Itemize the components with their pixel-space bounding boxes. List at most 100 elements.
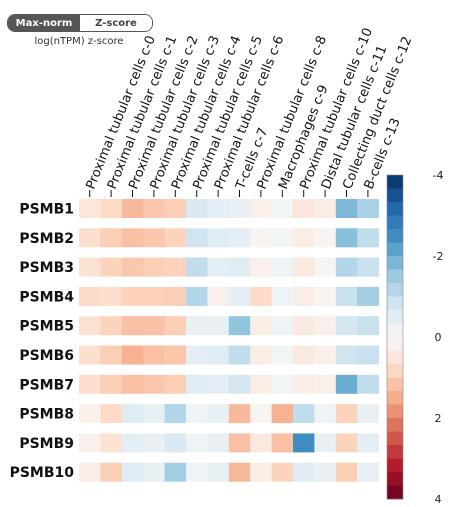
heatmap-cell[interactable] — [357, 286, 379, 306]
heatmap-cell[interactable] — [79, 374, 101, 394]
heatmap-cell[interactable] — [164, 345, 187, 365]
heatmap-cell[interactable] — [271, 433, 294, 453]
heatmap-cell[interactable] — [207, 286, 230, 306]
heatmap-cell[interactable] — [357, 404, 379, 424]
heatmap-cell[interactable] — [186, 433, 208, 453]
heatmap-cell[interactable] — [207, 462, 230, 482]
heatmap-cell[interactable] — [164, 257, 187, 277]
heatmap-cell[interactable] — [100, 345, 123, 365]
heatmap-cell[interactable] — [357, 228, 379, 248]
heatmap-cell[interactable] — [293, 228, 315, 248]
heatmap-cell[interactable] — [271, 345, 294, 365]
heatmap-cell[interactable] — [314, 374, 337, 394]
heatmap-cell[interactable] — [121, 345, 144, 365]
heatmap-cell[interactable] — [228, 257, 251, 277]
heatmap-cell[interactable] — [79, 404, 101, 424]
heatmap-cell[interactable] — [250, 433, 272, 453]
heatmap-cell[interactable] — [357, 257, 379, 277]
heatmap-cell[interactable] — [121, 286, 144, 306]
heatmap-cell[interactable] — [207, 404, 230, 424]
heatmap-cell[interactable] — [293, 286, 315, 306]
heatmap-cell[interactable] — [335, 199, 358, 218]
heatmap-cell[interactable] — [79, 462, 101, 482]
heatmap-cell[interactable] — [164, 433, 187, 453]
heatmap-cell[interactable] — [207, 433, 230, 453]
heatmap-cell[interactable] — [143, 433, 165, 453]
heatmap-cell[interactable] — [271, 257, 294, 277]
heatmap-cell[interactable] — [186, 374, 208, 394]
heatmap-cell[interactable] — [143, 462, 165, 482]
heatmap-cell[interactable] — [100, 199, 123, 218]
heatmap-cell[interactable] — [250, 316, 272, 336]
heatmap-cell[interactable] — [357, 433, 379, 453]
heatmap-cell[interactable] — [79, 257, 101, 277]
heatmap-cell[interactable] — [271, 404, 294, 424]
heatmap-cell[interactable] — [293, 404, 315, 424]
heatmap-cell[interactable] — [207, 228, 230, 248]
heatmap-cell[interactable] — [335, 345, 358, 365]
heatmap-cell[interactable] — [335, 257, 358, 277]
heatmap-cell[interactable] — [143, 257, 165, 277]
heatmap-cell[interactable] — [186, 345, 208, 365]
heatmap-cell[interactable] — [143, 404, 165, 424]
heatmap-cell[interactable] — [228, 433, 251, 453]
heatmap-cell[interactable] — [100, 433, 123, 453]
heatmap-cell[interactable] — [100, 228, 123, 248]
heatmap-cell[interactable] — [335, 404, 358, 424]
heatmap-cell[interactable] — [79, 199, 101, 218]
heatmap-cell[interactable] — [207, 199, 230, 218]
heatmap-cell[interactable] — [293, 433, 315, 453]
heatmap-cell[interactable] — [250, 462, 272, 482]
heatmap-cell[interactable] — [100, 286, 123, 306]
heatmap-cell[interactable] — [293, 257, 315, 277]
heatmap-cell[interactable] — [186, 462, 208, 482]
heatmap-cell[interactable] — [293, 345, 315, 365]
heatmap-cell[interactable] — [186, 404, 208, 424]
heatmap-cell[interactable] — [271, 374, 294, 394]
heatmap-cell[interactable] — [271, 316, 294, 336]
heatmap-cell[interactable] — [335, 316, 358, 336]
heatmap-cell[interactable] — [164, 374, 187, 394]
heatmap-cell[interactable] — [79, 345, 101, 365]
heatmap-cell[interactable] — [228, 404, 251, 424]
heatmap-cell[interactable] — [271, 199, 294, 218]
heatmap-cell[interactable] — [164, 286, 187, 306]
heatmap-cell[interactable] — [121, 228, 144, 248]
heatmap-cell[interactable] — [100, 316, 123, 336]
heatmap-cell[interactable] — [314, 404, 337, 424]
heatmap-cell[interactable] — [271, 286, 294, 306]
heatmap-cell[interactable] — [250, 257, 272, 277]
heatmap-cell[interactable] — [207, 316, 230, 336]
heatmap-cell[interactable] — [335, 462, 358, 482]
heatmap-cell[interactable] — [314, 316, 337, 336]
heatmap-cell[interactable] — [100, 462, 123, 482]
heatmap-cell[interactable] — [121, 316, 144, 336]
heatmap-cell[interactable] — [164, 316, 187, 336]
heatmap-cell[interactable] — [250, 345, 272, 365]
heatmap-cell[interactable] — [143, 286, 165, 306]
heatmap-cell[interactable] — [228, 199, 251, 218]
heatmap-cell[interactable] — [250, 404, 272, 424]
heatmap-cell[interactable] — [250, 228, 272, 248]
heatmap-cell[interactable] — [143, 374, 165, 394]
heatmap-cell[interactable] — [143, 199, 165, 218]
heatmap-cell[interactable] — [293, 462, 315, 482]
heatmap-cell[interactable] — [314, 228, 337, 248]
heatmap-cell[interactable] — [164, 404, 187, 424]
heatmap-cell[interactable] — [121, 257, 144, 277]
heatmap-cell[interactable] — [79, 228, 101, 248]
heatmap-cell[interactable] — [121, 404, 144, 424]
heatmap-cell[interactable] — [79, 316, 101, 336]
heatmap-cell[interactable] — [100, 374, 123, 394]
heatmap-cell[interactable] — [250, 286, 272, 306]
heatmap-cell[interactable] — [143, 345, 165, 365]
heatmap-cell[interactable] — [250, 199, 272, 218]
heatmap-cell[interactable] — [293, 374, 315, 394]
heatmap-cell[interactable] — [335, 433, 358, 453]
heatmap-cell[interactable] — [207, 374, 230, 394]
heatmap-cell[interactable] — [314, 345, 337, 365]
heatmap-cell[interactable] — [121, 374, 144, 394]
heatmap-cell[interactable] — [357, 345, 379, 365]
heatmap-cell[interactable] — [79, 433, 101, 453]
heatmap-cell[interactable] — [186, 257, 208, 277]
